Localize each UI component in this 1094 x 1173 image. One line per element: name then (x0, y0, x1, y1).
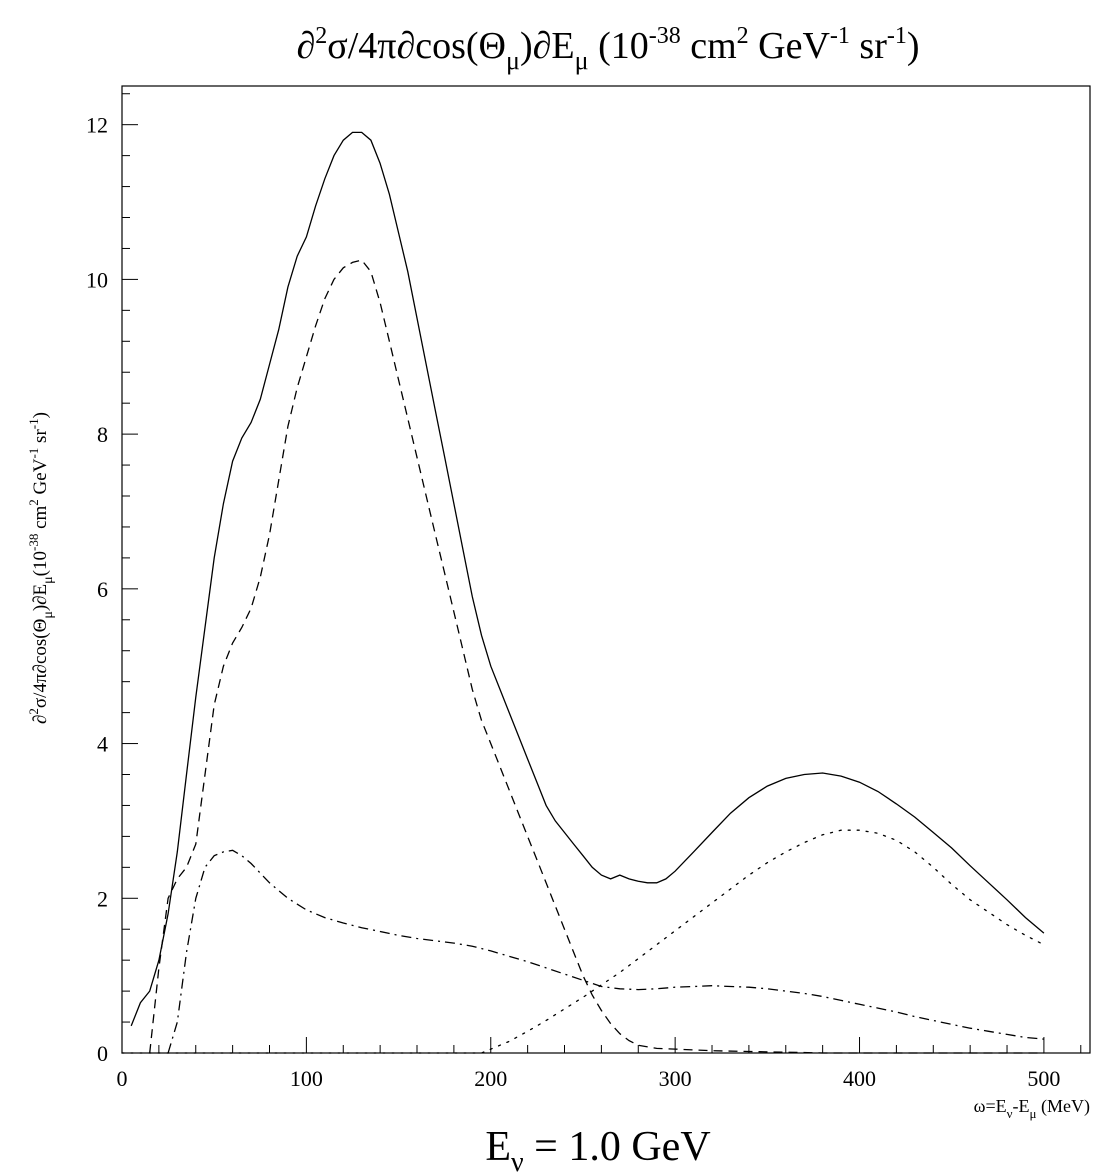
x-tick-label: 100 (290, 1066, 323, 1091)
y-tick-label: 0 (97, 1041, 108, 1066)
data-curves (121, 131, 1045, 1054)
plot-frame (121, 85, 1091, 1054)
y-tick-label: 8 (97, 422, 108, 447)
x-tick-label: 200 (474, 1066, 507, 1091)
y-tick-label: 2 (97, 886, 108, 911)
y-tick-label: 6 (97, 577, 108, 602)
y-tick-label: 12 (86, 113, 108, 138)
chart-title: ∂2σ/4π∂cos(Θμ)∂Eμ (10-38 cm2 GeV-1 sr-1) (296, 23, 919, 75)
series-dashdot-curve (167, 849, 1044, 1054)
x-tick-label: 300 (659, 1066, 692, 1091)
energy-caption: Eν = 1.0 GeV (485, 1124, 710, 1173)
y-tick-label: 10 (86, 267, 108, 292)
series-dotted-curve (121, 829, 1045, 1054)
x-tick-label: 500 (1027, 1066, 1060, 1091)
x-axis-label: ω=Eν-Eμ (MeV) (974, 1096, 1090, 1121)
axis-ticks (121, 93, 1082, 1054)
y-tick-label: 4 (97, 732, 108, 757)
x-tick-label: 0 (117, 1066, 128, 1091)
y-axis-label: ∂2σ/4π∂cos(Θμ)∂Eμ(10-38 cm2 GeV-1 sr-1) (26, 412, 56, 724)
tick-labels: 0 100 200 300 400 500 0 2 4 6 8 10 12 (86, 113, 1060, 1091)
series-solid-curve (130, 131, 1045, 1027)
x-tick-label: 400 (843, 1066, 876, 1091)
series-dashed-curve (149, 259, 1044, 1054)
